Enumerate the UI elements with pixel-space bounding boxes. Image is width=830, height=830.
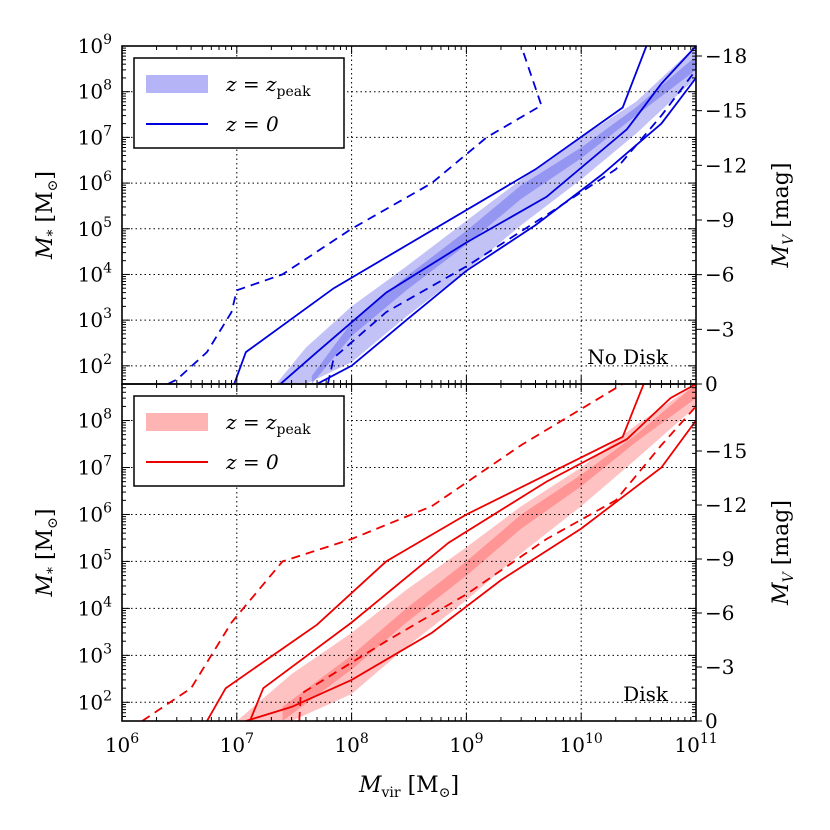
y-tick-label: 103 xyxy=(78,306,112,332)
y-tick-label: 106 xyxy=(78,169,112,195)
y-tick-label: 105 xyxy=(78,547,112,573)
y-tick-label: 103 xyxy=(78,641,112,667)
y-tick-label: 102 xyxy=(78,352,112,378)
legend-box xyxy=(133,57,345,149)
x-tick-label: 109 xyxy=(449,731,483,757)
series-line xyxy=(249,384,696,721)
panel-label: Disk xyxy=(623,682,669,706)
y2-tick-label: 0 xyxy=(705,709,718,733)
y-tick-label: 109 xyxy=(78,32,112,58)
y-tick-label: 106 xyxy=(78,500,112,526)
series-line xyxy=(316,77,696,384)
y2-tick-label: −9 xyxy=(705,547,734,571)
legend-band-swatch xyxy=(146,413,208,431)
legend: z = zpeak z = 0 xyxy=(133,57,345,149)
series-line xyxy=(298,405,696,721)
legend-band-swatch xyxy=(146,75,208,93)
y2-tick-label: −15 xyxy=(705,99,747,123)
y2-tick-label: −12 xyxy=(705,153,747,177)
y-tick-label: 102 xyxy=(78,688,112,714)
x-tick-label: 106 xyxy=(105,731,139,757)
x-tick-label: 1011 xyxy=(674,731,717,757)
bottom-panel: 108 107 106 105 104 103 102 −15 −12 −9 −6 −3 0 Disk z … xyxy=(33,383,797,733)
y-tick-label: 104 xyxy=(78,594,112,620)
y2-axis-label: MV [mag] xyxy=(769,163,797,269)
y2-axis-label: MV [mag] xyxy=(769,500,797,606)
series-line xyxy=(233,46,648,384)
y-axis-label: M* [M⊙] xyxy=(33,171,61,260)
y2-tick-label: −6 xyxy=(705,263,734,287)
axis-labels: 106 107 108 109 1010 1011 Mvir [M⊙] xyxy=(105,731,718,801)
x-tick-label: 107 xyxy=(220,731,254,757)
x-axis-label: Mvir [M⊙] xyxy=(358,773,459,801)
y2-tick-label: −3 xyxy=(705,655,734,679)
series-line xyxy=(279,46,696,384)
band-inner xyxy=(282,384,696,721)
legend-band-label: z = zpeak xyxy=(225,72,311,100)
panel-label: No Disk xyxy=(587,345,669,369)
y2-tick-label: −3 xyxy=(705,317,734,341)
plot-area xyxy=(122,384,696,721)
legend-box xyxy=(133,395,345,487)
legend-band-label: z = zpeak xyxy=(225,410,311,438)
y2-tick-label: −9 xyxy=(705,208,734,232)
series-line xyxy=(245,419,696,721)
legend: z = zpeak z = 0 xyxy=(133,395,345,487)
y2-tick-label: −6 xyxy=(705,601,734,625)
y2-tick-label: −12 xyxy=(705,493,747,517)
series-line xyxy=(141,384,624,721)
y-tick-label: 108 xyxy=(78,407,112,433)
y-tick-label: 107 xyxy=(78,454,112,480)
y-tick-label: 108 xyxy=(78,78,112,104)
band-inner xyxy=(311,56,696,384)
series-line xyxy=(326,69,696,384)
series-line xyxy=(206,384,645,721)
y-tick-label: 104 xyxy=(78,260,112,286)
legend-line-label: z = 0 xyxy=(225,450,279,474)
y-axis-label: M* [M⊙] xyxy=(33,509,61,598)
x-tick-label: 108 xyxy=(334,731,368,757)
y2-tick-label: 0 xyxy=(705,372,718,396)
axes-frame xyxy=(121,383,697,722)
y-tick-label: 105 xyxy=(78,215,112,241)
series-line xyxy=(167,46,543,384)
legend-line-label: z = 0 xyxy=(225,112,279,136)
y2-tick-label: −18 xyxy=(705,44,747,68)
y-tick-label: 107 xyxy=(78,123,112,149)
y2-tick-label: −15 xyxy=(705,439,747,463)
x-tick-label: 1010 xyxy=(560,731,603,757)
top-panel: 109 108 107 106 105 104 103 102 −18 −15 −12 −9 −6 −3 0… xyxy=(33,32,797,396)
